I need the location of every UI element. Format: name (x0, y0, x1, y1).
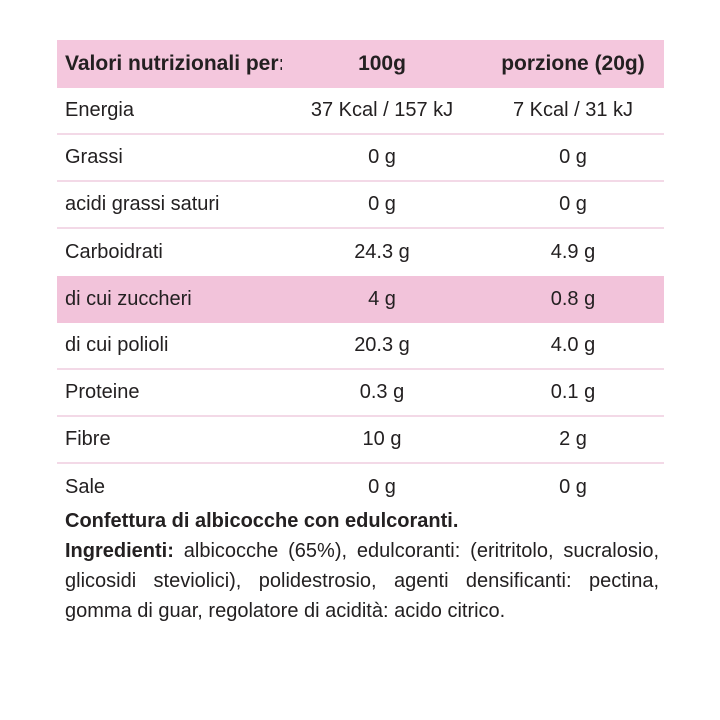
nutrition-table: Valori nutrizionali per: 100g porzione (… (57, 40, 664, 511)
row-value-100g: 10 g (362, 428, 402, 450)
row-value-portion: 0 g (559, 193, 587, 215)
row-value-portion: 0.1 g (550, 381, 596, 403)
row-value-100g: 0.3 g (359, 381, 405, 403)
table-row-fibre: Fibre 10 g 2 g (57, 417, 664, 464)
row-value-100g: 20.3 g (354, 334, 410, 356)
row-label: Carboidrati (65, 241, 163, 263)
row-value-100g: 0 g (368, 146, 396, 168)
row-label: Fibre (65, 428, 111, 450)
row-label: acidi grassi saturi (65, 193, 220, 215)
header-col-portion: porzione (20g) (501, 52, 645, 75)
table-row-energia: Energia 37 Kcal / 157 kJ 7 Kcal / 31 kJ (57, 88, 664, 135)
row-value-100g: 24.3 g (354, 241, 410, 263)
header-title: Valori nutrizionali per: (65, 52, 282, 75)
ingredients-paragraph: Ingredienti: albicocche (65%), edulcoran… (65, 536, 659, 626)
row-value-100g: 0 g (368, 193, 396, 215)
ingredients-text: albicocche (65%), edulcoranti: (eritrito… (65, 540, 659, 622)
row-value-100g: 37 Kcal / 157 kJ (310, 99, 454, 121)
header-col-100g: 100g (358, 52, 406, 75)
row-value-portion: 0 g (559, 146, 587, 168)
table-row-di-cui-zuccheri: di cui zuccheri 4 g 0.8 g (57, 276, 664, 323)
row-value-portion: 4.9 g (550, 241, 596, 263)
row-label: Proteine (65, 381, 140, 403)
row-value-portion: 7 Kcal / 31 kJ (512, 99, 634, 121)
row-value-portion: 0 g (559, 476, 587, 498)
row-value-100g: 4 g (368, 288, 396, 310)
ingredients-label: Ingredienti: (65, 540, 174, 562)
table-row-proteine: Proteine 0.3 g 0.1 g (57, 370, 664, 417)
table-row-grassi: Grassi 0 g 0 g (57, 135, 664, 182)
product-name: Confettura di albicocche con edulcoranti… (65, 510, 459, 532)
row-label: Grassi (65, 146, 123, 168)
table-row-di-cui-polioli: di cui polioli 20.3 g 4.0 g (57, 323, 664, 370)
table-header-row: Valori nutrizionali per: 100g porzione (… (57, 40, 664, 88)
row-value-portion: 0.8 g (550, 288, 596, 310)
table-row-sale: Sale 0 g 0 g (57, 464, 664, 511)
row-value-portion: 2 g (559, 428, 587, 450)
row-label: di cui polioli (65, 334, 169, 356)
row-label: Energia (65, 99, 134, 121)
row-label: Sale (65, 476, 106, 498)
product-description: Confettura di albicocche con edulcoranti… (65, 506, 659, 626)
table-row-acidi-grassi-saturi: acidi grassi saturi 0 g 0 g (57, 182, 664, 229)
row-value-100g: 0 g (368, 476, 396, 498)
row-label: di cui zuccheri (65, 288, 192, 310)
row-value-portion: 4.0 g (550, 334, 596, 356)
table-row-carboidrati: Carboidrati 24.3 g 4.9 g (57, 229, 664, 276)
